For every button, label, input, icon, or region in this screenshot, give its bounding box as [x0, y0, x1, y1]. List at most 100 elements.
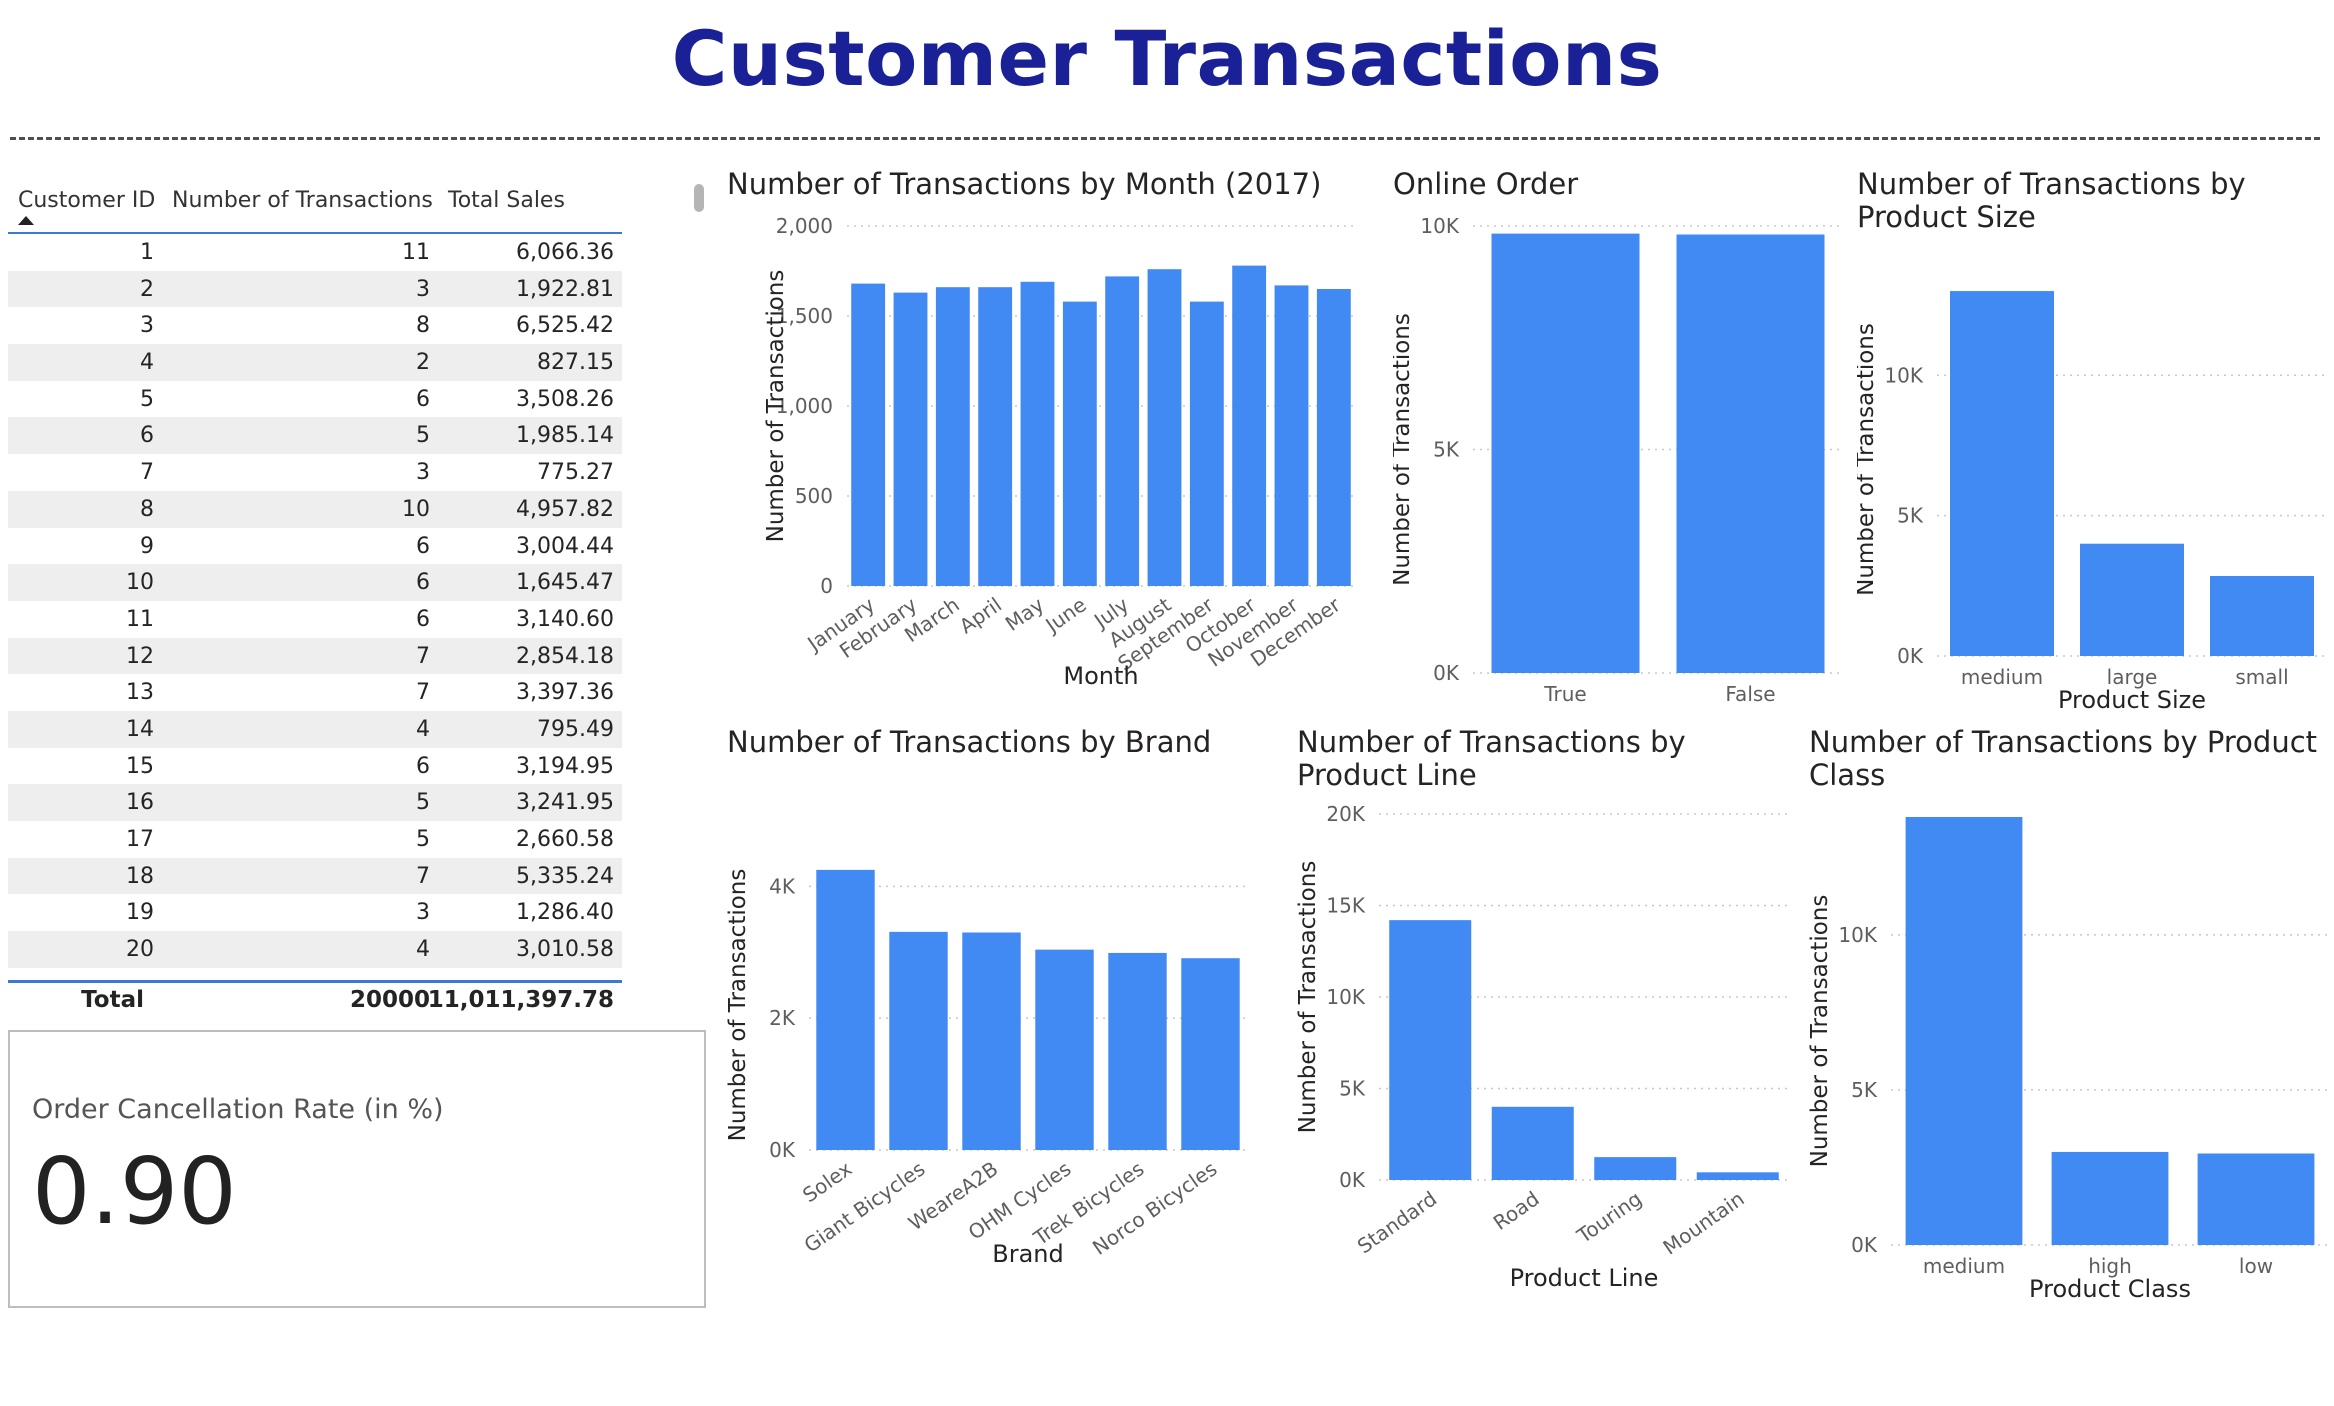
bar-medium[interactable] [1950, 291, 2054, 656]
bar-april[interactable] [978, 287, 1013, 586]
table-total-row: Total 20000 11,011,397.78 [8, 983, 622, 1023]
bar-touring[interactable] [1594, 1157, 1677, 1180]
cell-transactions: 6 [416, 533, 430, 559]
header-number-of-transactions[interactable]: Number of Transactions [172, 188, 433, 213]
card-value: 0.90 [32, 1138, 237, 1245]
cell-total-sales: 3,397.36 [516, 680, 614, 706]
cancellation-rate-card: Order Cancellation Rate (in %) 0.90 [8, 1030, 706, 1308]
table-row[interactable]: 1 11 6,066.36 [8, 234, 622, 271]
y-tick-label: 2K [769, 1006, 796, 1030]
bar-february[interactable] [893, 292, 928, 586]
y-tick-label: 0K [1433, 661, 1460, 685]
x-tick-label: high [2088, 1254, 2132, 1278]
cell-customer-id: 6 [140, 423, 154, 449]
x-tick-label: Standard [1353, 1186, 1441, 1258]
cell-transactions: 11 [402, 240, 430, 265]
table-row[interactable]: 19 3 1,286.40 [8, 894, 622, 931]
bar-trek-bicycles[interactable] [1108, 952, 1167, 1150]
table-row[interactable]: 17 5 2,660.58 [8, 821, 622, 858]
cell-customer-id: 5 [140, 386, 154, 412]
bar-norco-bicycles[interactable] [1181, 958, 1240, 1150]
table-row[interactable]: 3 8 6,525.42 [8, 307, 622, 344]
table-row[interactable]: 8 10 4,957.82 [8, 490, 622, 528]
cell-transactions: 6 [416, 570, 430, 596]
bar-large[interactable] [2080, 543, 2184, 656]
bar-december[interactable] [1316, 289, 1351, 586]
table-row[interactable]: 5 6 3,508.26 [8, 381, 622, 418]
cell-total-sales: 2,854.18 [516, 643, 614, 669]
table-row[interactable]: 13 7 3,397.36 [8, 674, 622, 711]
x-axis-label: Brand [992, 1240, 1063, 1268]
table-row[interactable]: 16 5 3,241.95 [8, 784, 622, 821]
table-row[interactable]: 20 4 3,010.58 [8, 931, 622, 968]
bar-solex[interactable] [816, 869, 875, 1150]
table-row[interactable]: 6 5 1,985.14 [8, 417, 622, 455]
bar-wearea2b[interactable] [962, 932, 1021, 1151]
chart-title: Number of Transactions by Product Line [1297, 726, 1686, 792]
x-tick-label: Norco Bicycles [1088, 1156, 1221, 1259]
y-tick-label: 5K [1433, 438, 1460, 462]
bar-true[interactable] [1491, 233, 1640, 673]
bar-standard[interactable] [1389, 920, 1472, 1180]
bar-june[interactable] [1062, 301, 1097, 586]
table-row[interactable]: 9 6 3,004.44 [8, 528, 622, 565]
table-row[interactable]: 4 2 827.15 [8, 344, 622, 381]
table-row[interactable]: 14 4 795.49 [8, 710, 622, 748]
cell-transactions: 8 [416, 313, 430, 339]
bar-october[interactable] [1232, 265, 1267, 586]
table-row[interactable]: 18 7 5,335.24 [8, 857, 622, 895]
y-tick-label: 20K [1326, 802, 1365, 826]
chart-title: Online Order [1393, 168, 1579, 201]
x-tick-label: medium [1961, 665, 2043, 689]
cell-customer-id: 1 [140, 240, 154, 265]
table-row[interactable]: 15 6 3,194.95 [8, 748, 622, 785]
header-customer-id[interactable]: Customer ID [18, 188, 156, 213]
bar-ohm-cycles[interactable] [1035, 949, 1094, 1150]
cell-transactions: 5 [416, 423, 430, 449]
cell-total-sales: 795.49 [537, 716, 614, 742]
bar-medium[interactable] [1905, 817, 2023, 1245]
cell-total-sales: 3,004.44 [516, 533, 614, 559]
table-row[interactable]: 11 6 3,140.60 [8, 601, 622, 638]
bar-july[interactable] [1105, 276, 1140, 586]
bar-january[interactable] [851, 283, 886, 586]
bar-road[interactable] [1491, 1106, 1574, 1180]
cell-transactions: 3 [416, 460, 430, 486]
cell-transactions: 7 [416, 863, 430, 889]
y-tick-label: 5K [1897, 504, 1924, 528]
header-total-sales[interactable]: Total Sales [448, 188, 565, 213]
cell-total-sales: 3,194.95 [516, 753, 614, 779]
table-row[interactable]: 12 7 2,854.18 [8, 637, 622, 675]
cell-total-sales: 3,241.95 [516, 790, 614, 816]
table-row[interactable]: 7 3 775.27 [8, 454, 622, 491]
bar-september[interactable] [1189, 301, 1224, 586]
cell-total-sales: 3,140.60 [516, 606, 614, 632]
bar-low[interactable] [2197, 1153, 2315, 1245]
bar-giant-bicycles[interactable] [889, 931, 948, 1150]
sort-ascending-icon[interactable] [18, 216, 34, 225]
x-tick-label: Road [1489, 1186, 1544, 1234]
bar-high[interactable] [2051, 1151, 2169, 1245]
chart-svg: 0K 5K 10K 15K 20K Standard Road Touring Mountain… [1297, 802, 1789, 1292]
cell-customer-id: 13 [126, 680, 154, 706]
y-tick-label: 2,000 [776, 214, 833, 238]
y-tick-label: 0K [1851, 1233, 1878, 1257]
total-label: Total [81, 987, 144, 1013]
table-row[interactable]: 2 3 1,922.81 [8, 270, 622, 308]
table-scrollbar[interactable] [694, 184, 704, 212]
x-tick-label: June [1040, 592, 1091, 638]
cell-total-sales: 6,066.36 [516, 240, 614, 265]
cell-total-sales: 827.15 [537, 350, 614, 376]
bar-mountain[interactable] [1696, 1172, 1779, 1180]
bar-march[interactable] [935, 287, 970, 586]
cell-transactions: 4 [416, 716, 430, 742]
bar-august[interactable] [1147, 269, 1182, 586]
chart-title: Number of Transactions by Product Class [1809, 726, 2318, 792]
bar-small[interactable] [2210, 575, 2314, 656]
bar-may[interactable] [1020, 281, 1055, 586]
y-axis-label: Number of Transactions [1393, 313, 1415, 586]
table-row[interactable]: 10 6 1,645.47 [8, 564, 622, 601]
bar-false[interactable] [1676, 234, 1825, 674]
chart-svg: 05001,0001,5002,000JanuaryFebruaryMarchA… [763, 214, 1355, 690]
bar-november[interactable] [1274, 285, 1309, 586]
